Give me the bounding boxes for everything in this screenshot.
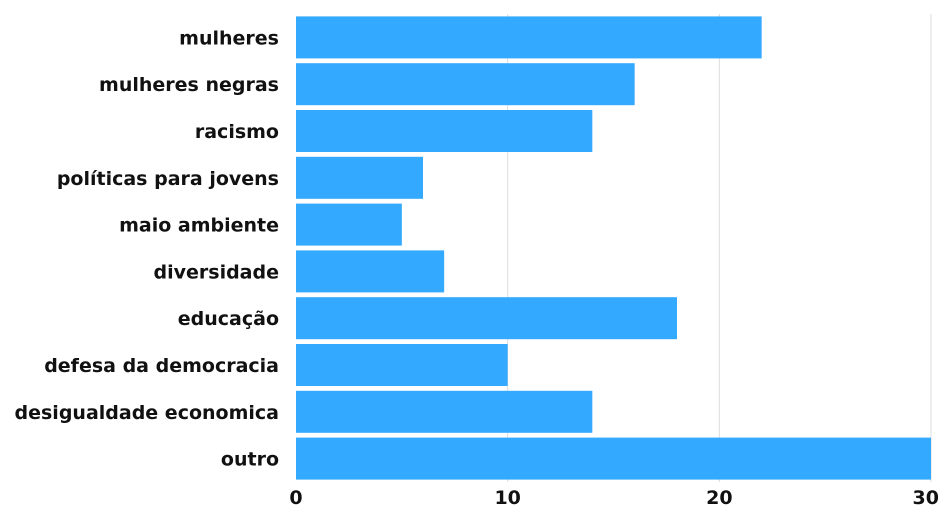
category-label: mulheres negras bbox=[99, 74, 279, 96]
bar bbox=[296, 16, 762, 59]
x-tick-label: 0 bbox=[289, 487, 302, 509]
category-label: racismo bbox=[195, 121, 279, 143]
bar bbox=[296, 390, 593, 433]
category-label: educação bbox=[178, 308, 279, 330]
category-label: mulheres bbox=[179, 27, 279, 49]
bar bbox=[296, 110, 593, 152]
category-label: defesa da democracia bbox=[44, 355, 279, 377]
x-tick-label: 10 bbox=[494, 487, 520, 509]
bar bbox=[296, 250, 445, 293]
x-tick-label: 30 bbox=[913, 487, 939, 509]
bar bbox=[296, 63, 635, 106]
bar bbox=[296, 156, 423, 199]
category-label: maio ambiente bbox=[119, 215, 279, 237]
category-label: políticas para jovens bbox=[57, 168, 279, 190]
bar bbox=[296, 297, 677, 340]
category-label: desigualdade economica bbox=[15, 402, 279, 424]
category-label: outro bbox=[221, 449, 279, 471]
category-labels: mulheres mulheres negras racismo políticas … bbox=[15, 27, 279, 470]
bar bbox=[296, 344, 508, 386]
bar bbox=[296, 437, 931, 480]
bar bbox=[296, 203, 402, 246]
x-tick-label: 20 bbox=[706, 487, 732, 509]
category-label: diversidade bbox=[154, 261, 280, 283]
bars bbox=[296, 16, 931, 480]
x-tick-labels: 0 10 20 30 bbox=[289, 487, 939, 509]
